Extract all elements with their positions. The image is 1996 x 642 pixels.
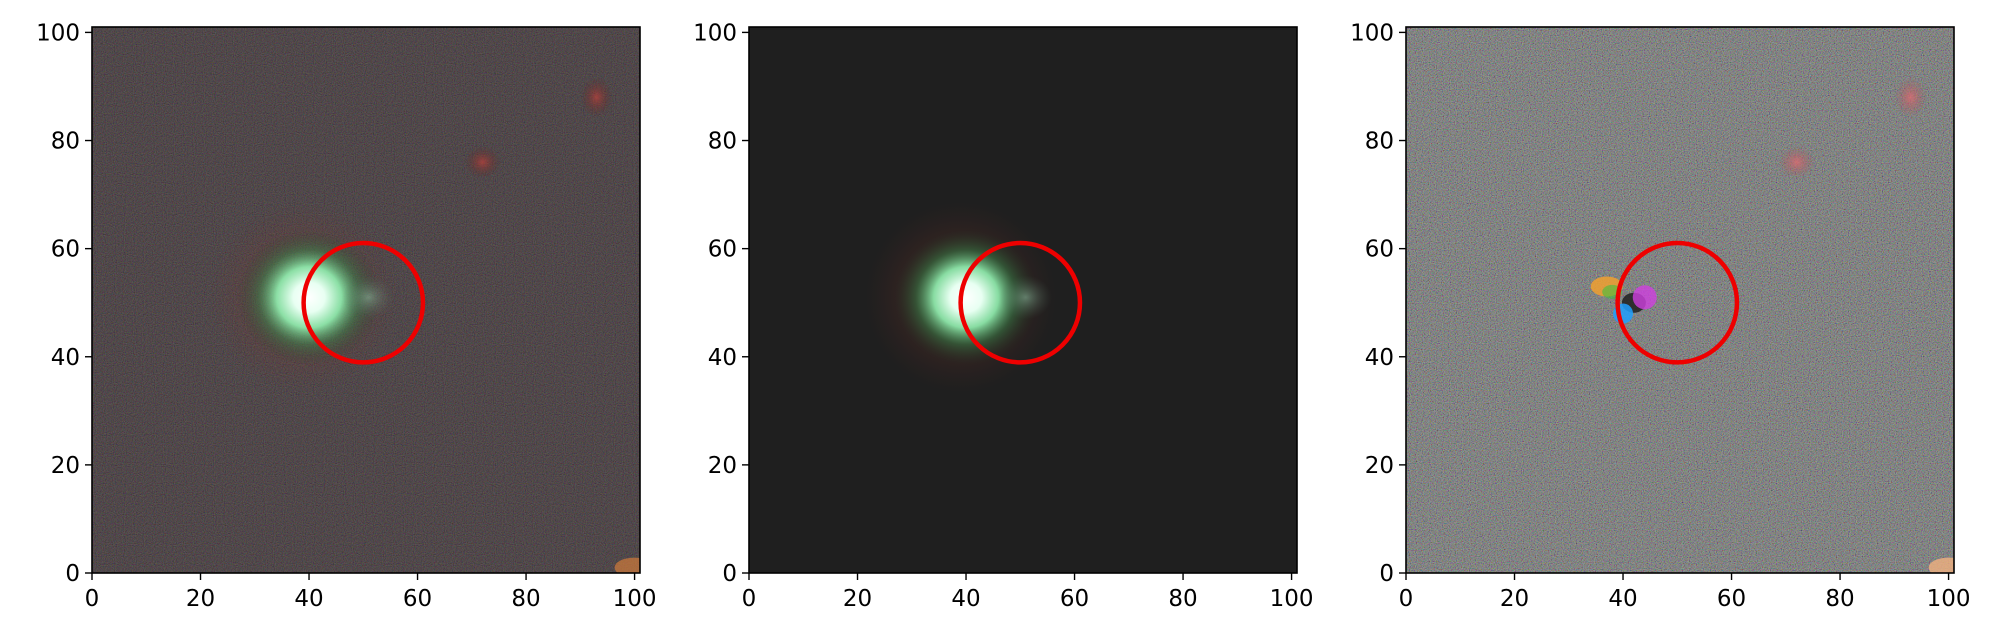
model-companion — [999, 275, 1052, 320]
y-tick-label: 20 — [1365, 453, 1394, 479]
x-tick-label: 80 — [1168, 586, 1197, 612]
x-tick-label: 20 — [843, 586, 872, 612]
x-tick-label: 80 — [511, 586, 540, 612]
observed-image-pixels — [92, 27, 640, 573]
model-star — [894, 229, 1039, 366]
y-tick-label: 20 — [708, 453, 737, 479]
bright-star — [237, 229, 382, 366]
noise-texture — [1406, 27, 1954, 573]
y-tick-label: 60 — [708, 237, 737, 263]
y-tick-label: 100 — [1350, 20, 1394, 46]
y-tick-label: 80 — [708, 129, 737, 155]
observed-image: 0 20 40 60 80 100 0 20 40 60 80 100 — [36, 20, 656, 612]
red-source — [1778, 146, 1815, 179]
y-tick-label: 0 — [65, 561, 80, 587]
y-tick-label: 0 — [722, 561, 737, 587]
x-tick-label: 40 — [1608, 586, 1637, 612]
red-source — [580, 77, 613, 118]
model-image-pixels — [749, 27, 1297, 573]
x-tick-label: 20 — [1500, 586, 1529, 612]
x-tick-label: 80 — [1825, 586, 1854, 612]
x-tick-label: 100 — [1927, 586, 1971, 612]
x-tick-label: 100 — [1270, 586, 1314, 612]
model-image: 0 20 40 60 80 100 0 20 40 60 80 100 — [693, 20, 1313, 612]
y-tick-label: 40 — [708, 345, 737, 371]
aperture-circle — [1615, 240, 1740, 365]
y-tick-label: 80 — [51, 129, 80, 155]
y-tick-label: 40 — [1365, 345, 1394, 371]
x-tick-label: 100 — [613, 586, 657, 612]
corner-source — [614, 557, 640, 573]
y-tick-label: 20 — [51, 453, 80, 479]
y-tick-label: 40 — [51, 345, 80, 371]
y-tick-label: 80 — [1365, 129, 1394, 155]
faint-companion — [342, 275, 395, 320]
y-tick-label: 100 — [693, 20, 737, 46]
residual-magenta — [1632, 285, 1657, 310]
x-tick-label: 60 — [1060, 586, 1089, 612]
aperture-circle — [958, 240, 1083, 365]
y-tick-label: 60 — [51, 237, 80, 263]
x-tick-label: 0 — [1399, 586, 1414, 612]
axes-frame — [748, 26, 1298, 574]
x-tick-label: 0 — [742, 586, 757, 612]
x-tick-label: 40 — [294, 586, 323, 612]
red-source — [1894, 77, 1927, 118]
y-tick-label: 100 — [36, 20, 80, 46]
y-tick-label: 0 — [1379, 561, 1394, 587]
red-source — [464, 146, 501, 179]
corner-source — [1928, 557, 1954, 573]
y-tick-label: 60 — [1365, 237, 1394, 263]
aperture-circle — [301, 240, 426, 365]
axes-frame — [1405, 26, 1955, 574]
x-tick-label: 0 — [85, 586, 100, 612]
x-tick-label: 60 — [1717, 586, 1746, 612]
axes-frame — [91, 26, 641, 574]
x-tick-label: 40 — [951, 586, 980, 612]
residual-image-pixels — [1406, 27, 1954, 573]
residual-image: 0 20 40 60 80 100 0 20 40 60 80 100 — [1350, 20, 1970, 612]
x-tick-label: 60 — [403, 586, 432, 612]
panels: 0 20 40 60 80 100 0 20 40 60 80 100 0 20 40 60 80 100 0 20 4… — [36, 20, 1970, 612]
x-tick-label: 20 — [186, 586, 215, 612]
